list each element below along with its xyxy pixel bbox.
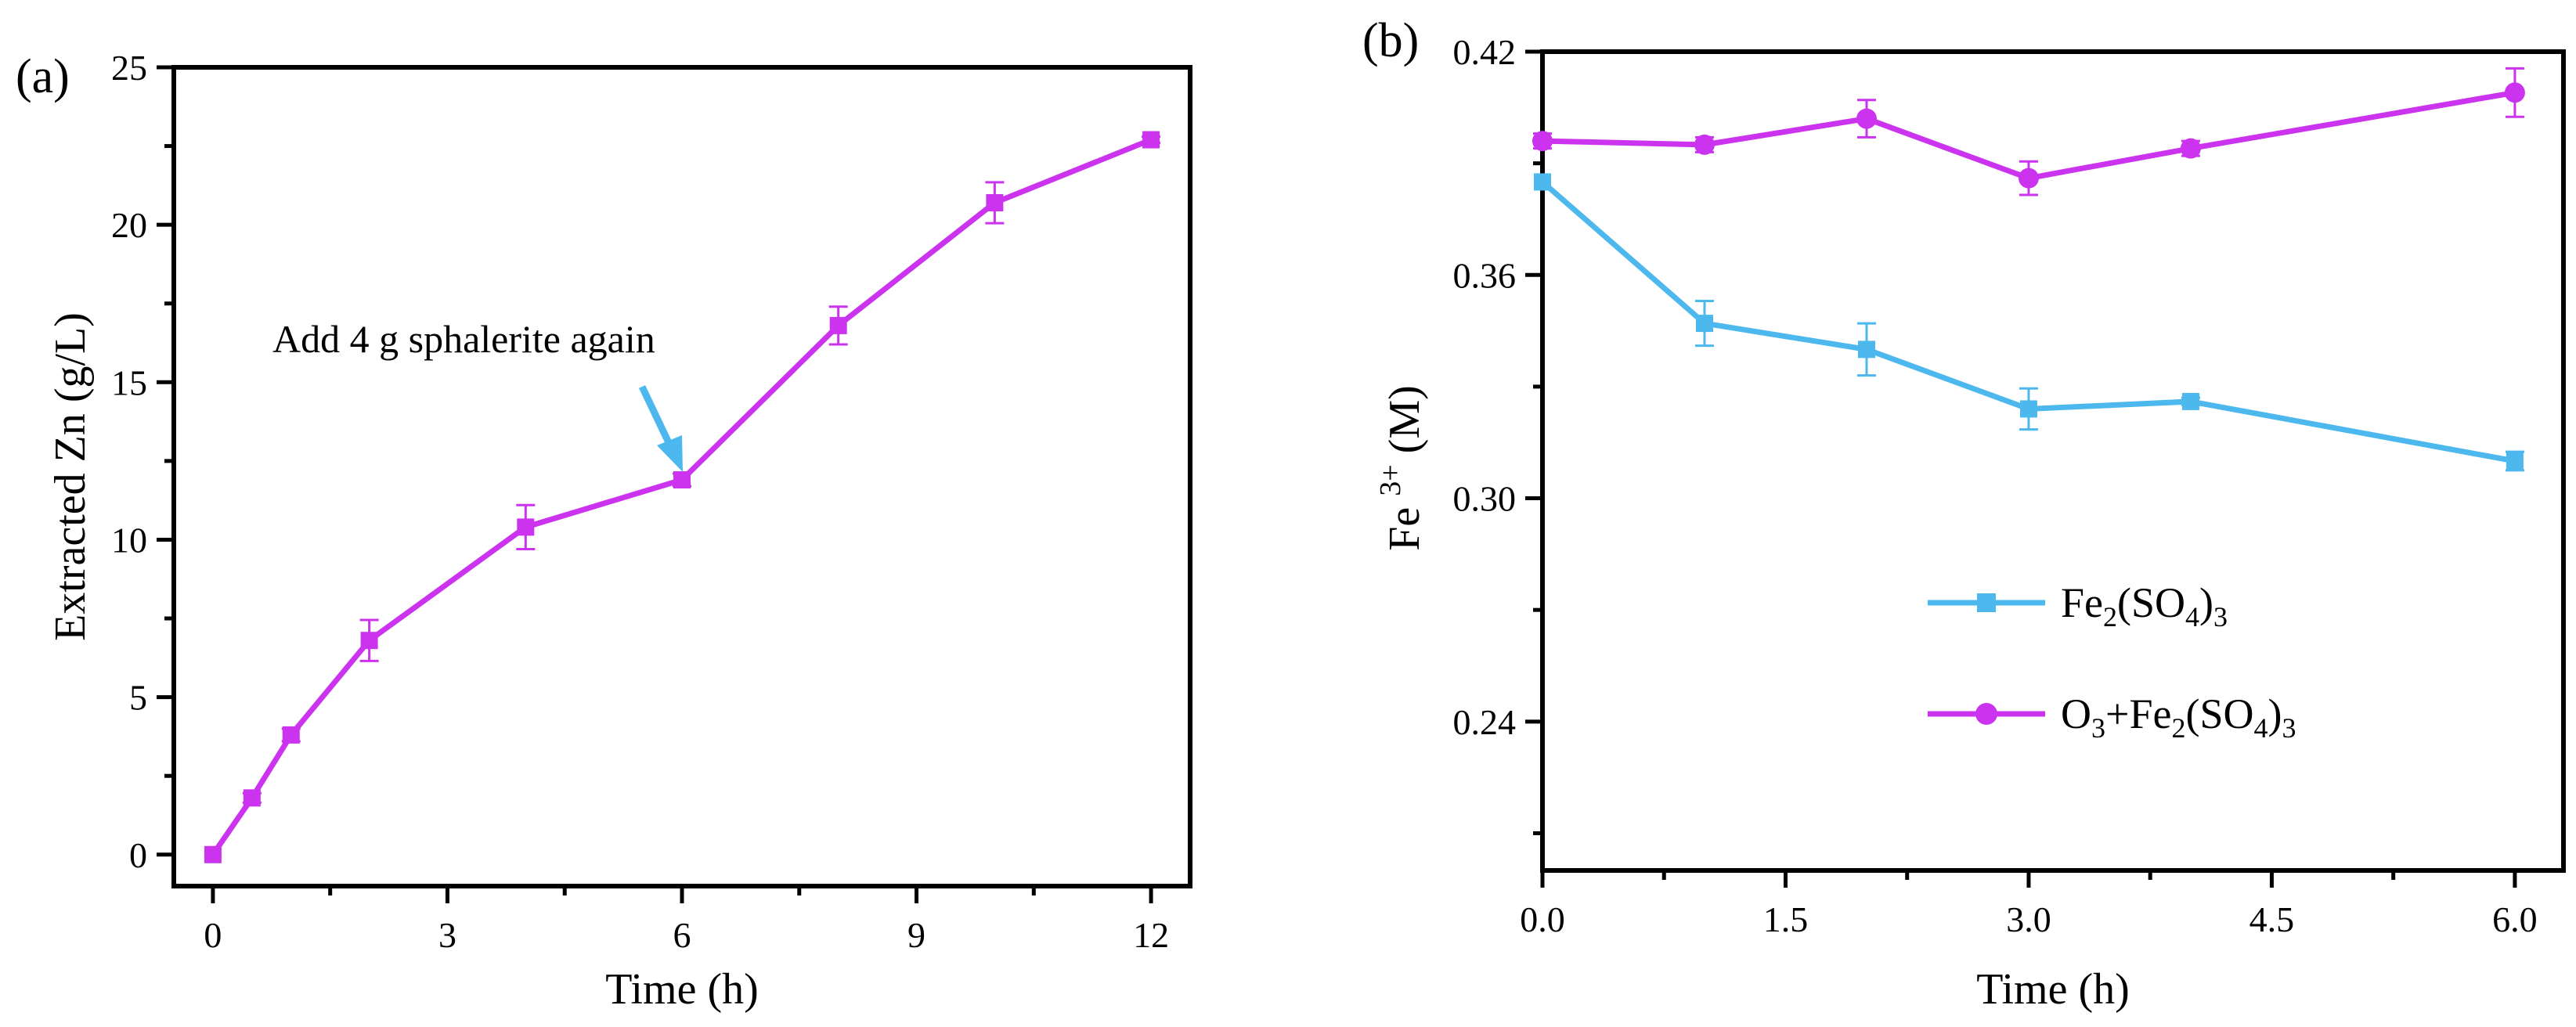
annotation-arrow — [638, 385, 683, 472]
data-point-a-0-1 — [243, 789, 261, 807]
x-tick-label-a-1: 3 — [438, 915, 456, 955]
y-tick-label-a-2: 10 — [111, 520, 147, 560]
y-axis-title-a: Extracted Zn (g/L) — [46, 312, 95, 641]
x-tick-label-a-3: 9 — [907, 915, 925, 955]
x-tick-label-a-4: 12 — [1133, 915, 1169, 955]
data-point-a-0-7 — [986, 193, 1004, 211]
y-tick-label-b-1: 0.30 — [1453, 479, 1517, 519]
data-point-b-1-4 — [2180, 138, 2201, 159]
y-tick-label-b-3: 0.42 — [1453, 32, 1517, 72]
y-tick-label-a-5: 25 — [111, 48, 147, 88]
data-point-b-1-1 — [1694, 134, 1715, 155]
legend-label-fe: Fe2(SO4)3 — [2061, 579, 2228, 632]
data-point-b-0-1 — [1695, 315, 1713, 333]
x-tick-label-a-0: 0 — [204, 915, 222, 955]
data-point-b-1-0 — [1532, 131, 1553, 152]
y-tick-label-a-1: 5 — [129, 678, 147, 718]
y-tick-label-b-0: 0.24 — [1453, 702, 1517, 742]
data-point-a-0-2 — [282, 726, 300, 744]
x-tick-label-b-3: 4.5 — [2249, 899, 2295, 939]
legend-item-o3fe: O3+Fe2(SO4)3 — [1928, 690, 2296, 744]
y-tick-label-a-3: 15 — [111, 362, 147, 402]
series-lines-a — [211, 137, 1153, 856]
data-point-a-0-0 — [204, 845, 222, 863]
y-axis-title-b-sup: 3+ — [1374, 464, 1407, 495]
y-tick-label-b-2: 0.36 — [1453, 255, 1517, 295]
panel-a: (a) 0 3 6 9 12 0 5 10 15 20 25 Time (h) Extracted … — [16, 48, 1192, 1014]
panel-label-a: (a) — [16, 50, 70, 103]
series-lines-b — [1540, 89, 2516, 464]
x-tick-label-b-0: 0.0 — [1520, 899, 1565, 939]
markers-a — [204, 131, 1160, 863]
data-point-b-1-3 — [2018, 168, 2039, 189]
data-point-b-0-2 — [1857, 341, 1875, 359]
x-axis-title-b: Time (h) — [1976, 965, 2130, 1014]
data-point-b-0-0 — [1534, 173, 1551, 191]
series-line-b-1 — [1542, 89, 2516, 182]
error-bars-a — [242, 135, 1161, 804]
x-tick-label-a-2: 6 — [673, 915, 691, 955]
markers-b — [1532, 82, 2525, 470]
series-line-a-0 — [211, 137, 1153, 856]
y-tick-label-a-0: 0 — [129, 835, 147, 875]
legend-item-fe: Fe2(SO4)3 — [1928, 579, 2228, 632]
data-point-b-1-5 — [2504, 82, 2525, 103]
y-tick-label-a-4: 20 — [111, 205, 147, 245]
legend-label-o3fe: O3+Fe2(SO4)3 — [2061, 690, 2296, 744]
data-point-a-0-4 — [517, 518, 535, 536]
ticks-a: 0 3 6 9 12 0 5 10 15 20 25 — [111, 48, 1169, 955]
y-axis-title-b-unit: (M) — [1380, 385, 1429, 464]
panel-label-b: (b) — [1362, 14, 1419, 67]
data-point-a-0-8 — [1142, 131, 1160, 149]
annotation-text: Add 4 g sphalerite again — [272, 317, 655, 361]
x-axis-title-a: Time (h) — [605, 965, 759, 1014]
x-tick-label-b-1: 1.5 — [1763, 899, 1809, 939]
x-tick-label-b-4: 6.0 — [2492, 899, 2538, 939]
panel-b: (b) 0.0 1.5 3.0 4.5 6.0 0.24 0.30 0.36 0.42 Time… — [1362, 14, 2566, 1014]
data-point-a-0-5 — [673, 471, 691, 489]
data-point-b-1-2 — [1856, 108, 1877, 129]
y-axis-title-b-base: Fe — [1380, 496, 1429, 551]
ticks-b: 0.0 1.5 3.0 4.5 6.0 0.24 0.30 0.36 0.42 — [1453, 32, 2538, 939]
data-point-a-0-3 — [360, 632, 378, 650]
data-point-b-0-5 — [2506, 452, 2524, 470]
legend: Fe2(SO4)3 O3+Fe2(SO4)3 — [1928, 579, 2296, 744]
y-axis-title-b: Fe 3+ (M) — [1374, 385, 1429, 551]
x-tick-label-b-2: 3.0 — [2006, 899, 2051, 939]
series-line-b-0 — [1540, 179, 2516, 464]
data-point-a-0-6 — [829, 316, 847, 334]
plot-frame-b — [1540, 49, 2566, 873]
data-point-b-0-4 — [2181, 392, 2199, 410]
data-point-b-0-3 — [2019, 400, 2037, 418]
